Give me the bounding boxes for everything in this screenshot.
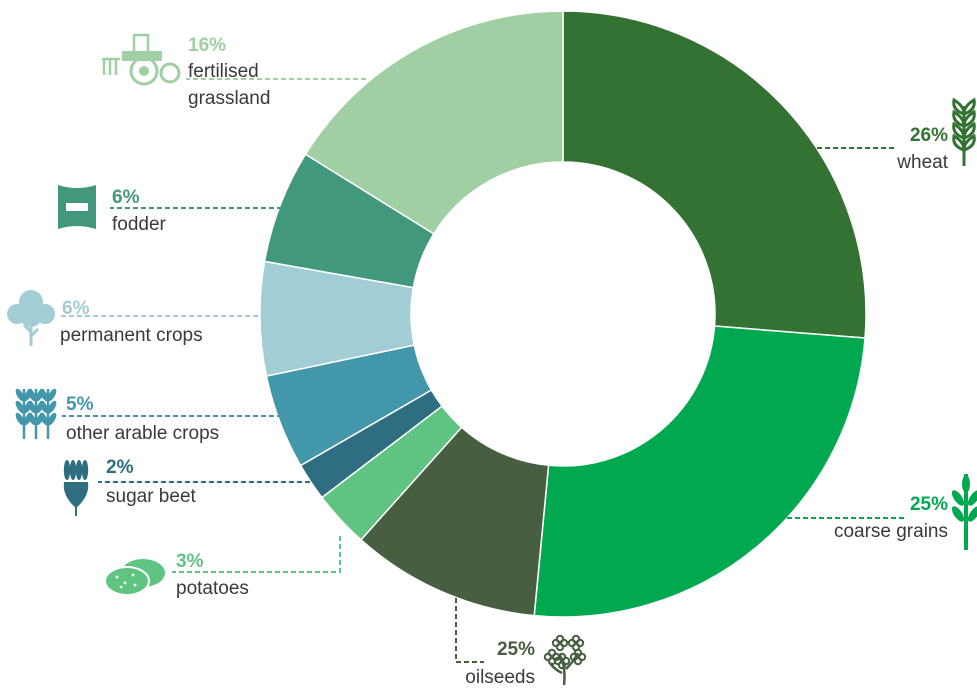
slice-coarse [533, 325, 866, 618]
category-label-beet: sugar beet [106, 486, 197, 507]
pct-label-grass: 16% [188, 35, 226, 56]
pct-label-coarse: 25% [910, 494, 948, 515]
slice-labels: 26% wheat 25% coarse grains 25% oilseeds 3% pot… [60, 35, 949, 688]
leader-line-potatoes [172, 536, 341, 573]
tree-icon [7, 290, 55, 346]
slice-wheat [562, 10, 867, 339]
grain-stalk-icon [951, 474, 977, 550]
donut-slices [259, 10, 867, 618]
slice-grass [304, 10, 564, 235]
pct-label-wheat: 26% [910, 125, 948, 146]
pct-label-potatoes: 3% [176, 551, 204, 572]
category-label-potatoes: potatoes [176, 578, 249, 599]
pct-label-fodder: 6% [112, 187, 140, 208]
category-label-perm: permanent crops [60, 325, 203, 346]
sugar-beet-icon [63, 460, 89, 516]
category-label-fodder: fodder [112, 214, 167, 235]
wheat-ears-icon [15, 388, 57, 439]
slice-icons [7, 33, 977, 686]
pct-label-perm: 6% [62, 298, 90, 319]
category-label-wheat: wheat [896, 152, 948, 173]
category-label-oilseeds: oilseeds [465, 667, 535, 688]
category-label-coarse: coarse grains [834, 521, 948, 542]
pct-label-beet: 2% [106, 457, 134, 478]
pct-label-oilseeds: 25% [497, 639, 535, 660]
category-label-arable: other arable crops [66, 423, 219, 444]
category-label-grass: fertilised [188, 61, 259, 82]
wheat-icon [952, 97, 976, 166]
leader-line-oilseeds [455, 590, 484, 663]
rapeseed-flower-icon [543, 634, 587, 686]
category-label-grass: grassland [188, 88, 270, 109]
tractor-icon [102, 33, 181, 86]
fodder-bag-icon [58, 185, 96, 229]
leader-lines [60, 78, 907, 663]
potatoes-icon [104, 559, 165, 596]
pct-label-arable: 5% [66, 394, 94, 415]
